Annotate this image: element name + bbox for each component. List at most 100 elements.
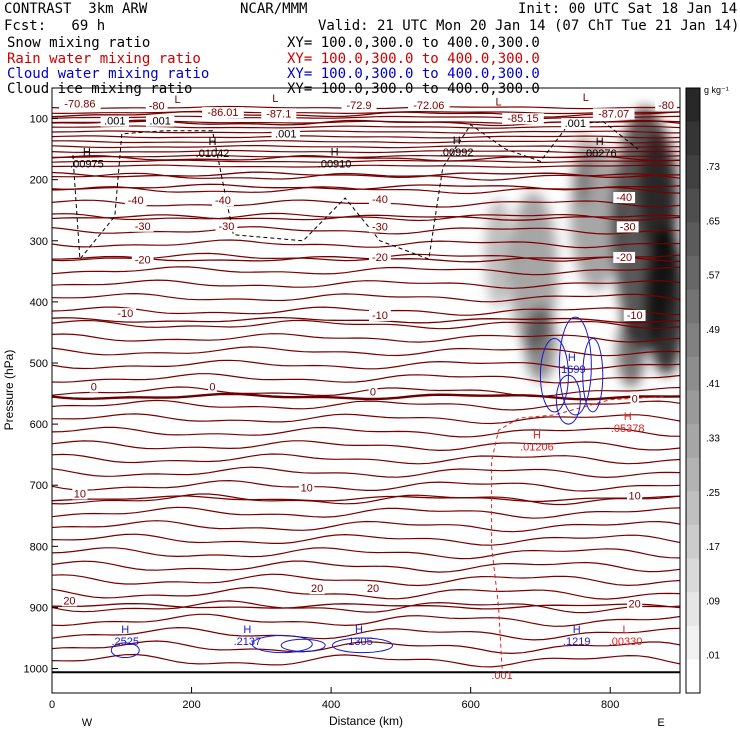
colorbar: g kg⁻¹ .73 .65 .57 .49 .41 .33 .25 .17 .09 .01 — [685, 85, 729, 694]
colorbar-label-9: .01 — [706, 651, 720, 662]
isotherm-32 — [52, 426, 680, 438]
colorbar-label-7: .17 — [706, 542, 720, 553]
isotherm-24 — [52, 319, 680, 330]
isotherm-label-1-bg — [145, 100, 168, 112]
isotherm--40C — [52, 183, 680, 191]
isotherm--60C — [52, 155, 680, 162]
isotherm-label-2-bg — [202, 107, 244, 119]
colorbar-swatch-6 — [686, 289, 700, 324]
extremum-value-12: .2525 — [112, 636, 140, 648]
colorbar-swatch-7 — [686, 323, 700, 358]
extremum-value-11: .01206 — [520, 442, 554, 454]
isotherm-27 — [52, 359, 680, 370]
isotherm-6 — [52, 135, 680, 139]
header-center-title: NCAR/MMM — [240, 1, 308, 17]
isotherm-label-18: -20 — [372, 252, 388, 264]
extremum-L-1: L — [272, 93, 278, 105]
field-snow-label: Snow mixing ratio — [7, 35, 151, 51]
isotherm-16 — [52, 212, 680, 222]
rain-contour — [491, 396, 667, 669]
isotherm-12 — [52, 164, 680, 168]
isotherm-label-6-bg — [655, 99, 677, 111]
colorbar-label-6: .25 — [706, 488, 720, 499]
colorbar-swatch-15 — [686, 592, 700, 627]
ice-label-0: .001 — [104, 116, 125, 128]
extremum-H-15: H — [573, 624, 581, 636]
isotherm-26 — [52, 346, 680, 357]
y-tick-label-1000: 1000 — [24, 664, 48, 676]
isotherm-label-26: 0 — [632, 394, 638, 406]
isotherm-label-9: -40 — [128, 195, 144, 207]
header-fcst: Fcst: 69 h — [4, 18, 106, 34]
colorbar-label-1: .65 — [706, 216, 720, 227]
isotherm-label-23-bg — [89, 381, 99, 393]
colorbar-label-3: .49 — [706, 325, 720, 336]
colorbar-swatch-5 — [686, 256, 700, 291]
isotherm-label-27-bg — [72, 488, 88, 500]
isotherm-30 — [52, 399, 680, 411]
colorbar-swatch-14 — [686, 558, 700, 593]
extremum-H-6: H — [331, 147, 339, 159]
isotherm--50C — [52, 171, 680, 178]
isotherm-label-12: -40 — [616, 192, 632, 204]
isotherm-34 — [52, 453, 680, 465]
field-ice-xy: XY= 100.0,300.0 to 400.0,300.0 — [287, 81, 540, 97]
x-end-label-right: E — [657, 717, 664, 729]
colorbar-swatch-17 — [686, 659, 700, 694]
isotherm-25 — [52, 333, 680, 343]
extremum-H-11: H — [533, 430, 541, 442]
plot-frame — [51, 87, 681, 694]
isotherm-label-5: -72.06 — [413, 100, 444, 112]
isotherm-21 — [52, 279, 680, 289]
extremum-value-7: .00992 — [440, 147, 474, 159]
isotherm-9 — [52, 149, 680, 154]
x-end-label-left: W — [82, 717, 93, 729]
extremum-value-9: .1699 — [558, 364, 586, 376]
isotherm-label-5-bg — [408, 99, 450, 111]
isotherm-label-16: -30 — [620, 221, 636, 233]
isotherm-label-26-bg — [630, 393, 639, 405]
cloud-water-contours — [110, 316, 604, 659]
colorbar-swatch-1 — [686, 121, 700, 156]
isotherm-label-24-bg — [208, 381, 217, 393]
isotherm-label-20-bg — [114, 308, 137, 320]
isotherm-label-21: -10 — [372, 310, 388, 322]
isotherm-17 — [52, 226, 680, 235]
isotherm-33 — [52, 440, 680, 452]
cloud-water-contour-low-1 — [251, 635, 313, 654]
isotherm-label-19: -20 — [616, 252, 632, 264]
isotherm-5 — [52, 130, 680, 134]
x-tick-label-200: 200 — [182, 699, 200, 711]
isotherm-label-29: 10 — [629, 490, 641, 502]
isotherm-label-10: -40 — [215, 195, 231, 207]
isotherm-36 — [52, 479, 680, 492]
colorbar-label-8: .09 — [706, 596, 720, 607]
isotherm-label-22-bg — [623, 310, 646, 321]
extremum-H-14: H — [355, 624, 363, 636]
colorbar-swatch-10 — [686, 424, 700, 459]
extremum-H-10: H — [624, 411, 632, 423]
isotherm-label-24: 0 — [209, 382, 215, 394]
rain-min-label: .001 — [491, 670, 512, 682]
extremum-L-16: L — [623, 624, 629, 636]
isotherm-label-17-bg — [131, 254, 154, 266]
extremum-value-15: .1219 — [563, 636, 591, 648]
isotherm-10C — [52, 495, 680, 503]
isotherm-label-11: -40 — [372, 194, 388, 206]
field-snow-xy: XY= 100.0,300.0 to 400.0,300.0 — [287, 35, 540, 51]
isotherm-label-19-bg — [613, 251, 636, 263]
isotherm-48 — [52, 640, 680, 655]
cloud-water-contour-3 — [555, 374, 581, 425]
isotherm--80C — [52, 110, 680, 118]
colorbar-label-5: .33 — [706, 434, 720, 445]
colorbar-label-2: .57 — [706, 271, 720, 282]
isotherm-0C — [52, 392, 680, 401]
field-rain-xy: XY= 100.0,300.0 to 400.0,300.0 — [287, 51, 540, 67]
isotherm-label-9-bg — [124, 195, 147, 207]
isotherm-label-33: 20 — [629, 598, 641, 610]
extremum-L-2: L — [496, 97, 502, 109]
isotherm-42 — [52, 560, 680, 573]
isotherm-label-3: -87.1 — [266, 108, 291, 120]
extremum-H-12: H — [121, 624, 129, 636]
isotherm-label-8-bg — [592, 108, 635, 120]
